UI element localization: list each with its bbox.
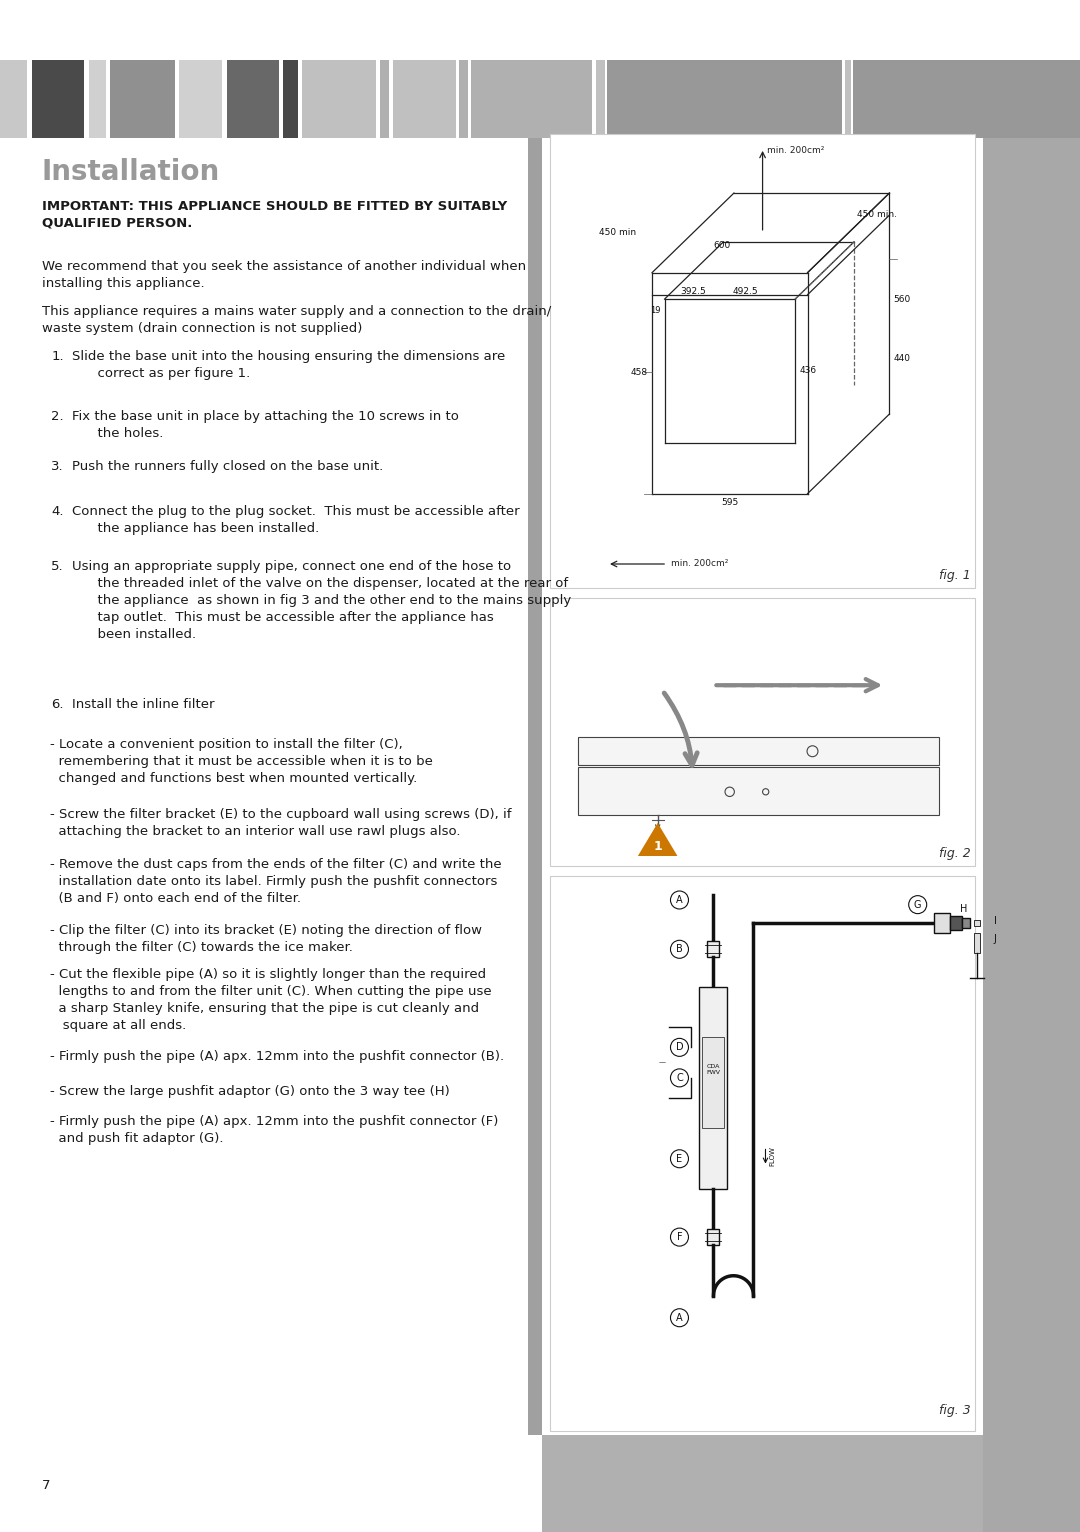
Circle shape: [671, 1308, 688, 1327]
Text: - Locate a convenient position to install the filter (C),
  remembering that it : - Locate a convenient position to instal…: [50, 738, 433, 784]
Text: FLOW: FLOW: [769, 1146, 775, 1166]
Bar: [949, 916, 961, 930]
Bar: [934, 913, 949, 933]
Bar: [302, 60, 376, 138]
Text: - Screw the large pushfit adaptor (G) onto the 3 way tee (H): - Screw the large pushfit adaptor (G) on…: [50, 1085, 449, 1098]
Text: Connect the plug to the plug socket.  This must be accessible after
      the ap: Connect the plug to the plug socket. Thi…: [72, 506, 519, 535]
Bar: [542, 1435, 983, 1532]
Bar: [110, 60, 175, 138]
Bar: [845, 60, 851, 138]
Polygon shape: [638, 823, 677, 856]
Text: 1.: 1.: [52, 349, 64, 363]
Text: 595: 595: [721, 498, 739, 507]
Circle shape: [671, 941, 688, 959]
Text: D: D: [676, 1042, 684, 1052]
Text: - Clip the filter (C) into its bracket (E) noting the direction of flow
  throug: - Clip the filter (C) into its bracket (…: [50, 924, 482, 954]
Text: - Firmly push the pipe (A) apx. 12mm into the pushfit connector (B).: - Firmly push the pipe (A) apx. 12mm int…: [50, 1049, 504, 1063]
Bar: [853, 60, 1080, 138]
Text: E: E: [676, 1154, 683, 1164]
Text: 440: 440: [893, 354, 910, 363]
Text: B: B: [676, 944, 683, 954]
Bar: [459, 60, 468, 138]
Text: 600: 600: [713, 241, 730, 250]
Text: A: A: [676, 1313, 683, 1322]
Text: A: A: [676, 895, 683, 905]
Bar: [579, 768, 939, 815]
Bar: [961, 918, 970, 928]
Circle shape: [671, 892, 688, 908]
Text: This appliance requires a mains water supply and a connection to the drain/
wast: This appliance requires a mains water su…: [42, 305, 551, 336]
Bar: [707, 941, 719, 958]
Text: 4.: 4.: [52, 506, 64, 518]
Circle shape: [671, 1149, 688, 1167]
Text: 458: 458: [631, 368, 648, 377]
Text: 7: 7: [42, 1478, 51, 1492]
Text: Fix the base unit in place by attaching the 10 screws in to
      the holes.: Fix the base unit in place by attaching …: [72, 411, 459, 440]
Text: fig. 1: fig. 1: [940, 568, 971, 582]
Bar: [702, 1037, 725, 1129]
Bar: [550, 133, 975, 588]
Circle shape: [671, 1039, 688, 1057]
Bar: [393, 60, 456, 138]
Bar: [471, 60, 592, 138]
Bar: [974, 919, 980, 925]
Bar: [550, 597, 975, 866]
Text: 2.: 2.: [52, 411, 64, 423]
Bar: [380, 60, 389, 138]
Text: Using an appropriate supply pipe, connect one end of the hose to
      the threa: Using an appropriate supply pipe, connec…: [72, 561, 571, 640]
Bar: [227, 60, 279, 138]
Text: Slide the base unit into the housing ensuring the dimensions are
      correct a: Slide the base unit into the housing ens…: [72, 349, 505, 380]
Text: 1: 1: [653, 841, 662, 853]
Bar: [983, 138, 1080, 1532]
Text: We recommend that you seek the assistance of another individual when
installing : We recommend that you seek the assistanc…: [42, 260, 526, 290]
Text: Push the runners fully closed on the base unit.: Push the runners fully closed on the bas…: [72, 460, 383, 473]
Text: CDA
FWV: CDA FWV: [706, 1063, 720, 1074]
Text: 492.5: 492.5: [732, 286, 758, 296]
Text: 6.: 6.: [52, 699, 64, 711]
Text: min. 200cm²: min. 200cm²: [671, 559, 729, 568]
Text: - Cut the flexible pipe (A) so it is slightly longer than the required
  lengths: - Cut the flexible pipe (A) so it is sli…: [50, 968, 491, 1033]
Bar: [596, 60, 605, 138]
Bar: [579, 737, 939, 764]
Text: Installation: Installation: [42, 158, 220, 185]
Text: I: I: [994, 916, 997, 925]
Text: fig. 3: fig. 3: [940, 1403, 971, 1417]
Bar: [283, 60, 298, 138]
Text: J: J: [994, 933, 997, 944]
Bar: [974, 933, 980, 953]
Text: C: C: [676, 1072, 683, 1083]
Text: 19: 19: [650, 306, 661, 316]
Bar: [550, 876, 975, 1431]
Text: min. 200cm²: min. 200cm²: [767, 146, 824, 155]
Text: 5.: 5.: [52, 561, 64, 573]
Text: 436: 436: [799, 366, 816, 375]
Circle shape: [908, 896, 927, 913]
Bar: [89, 60, 106, 138]
Circle shape: [671, 1229, 688, 1246]
Text: 560: 560: [893, 294, 910, 303]
Text: F: F: [677, 1232, 683, 1242]
Text: - Screw the filter bracket (E) to the cupboard wall using screws (D), if
  attac: - Screw the filter bracket (E) to the cu…: [50, 807, 512, 838]
Bar: [32, 60, 84, 138]
Text: —: —: [659, 1060, 665, 1066]
Text: fig. 2: fig. 2: [940, 847, 971, 859]
Text: 450 min.: 450 min.: [856, 210, 896, 219]
Text: 392.5: 392.5: [680, 286, 706, 296]
Text: H: H: [960, 904, 968, 913]
Text: G: G: [914, 899, 921, 910]
Text: - Firmly push the pipe (A) apx. 12mm into the pushfit connector (F)
  and push f: - Firmly push the pipe (A) apx. 12mm int…: [50, 1115, 498, 1144]
Bar: [700, 987, 728, 1189]
Bar: [179, 60, 222, 138]
Text: IMPORTANT: THIS APPLIANCE SHOULD BE FITTED BY SUITABLY
QUALIFIED PERSON.: IMPORTANT: THIS APPLIANCE SHOULD BE FITT…: [42, 201, 508, 230]
Text: - Remove the dust caps from the ends of the filter (C) and write the
  installat: - Remove the dust caps from the ends of …: [50, 858, 501, 905]
Bar: [607, 60, 842, 138]
Bar: [0, 60, 27, 138]
Text: 450 min: 450 min: [598, 228, 636, 237]
Text: Install the inline filter: Install the inline filter: [72, 699, 215, 711]
Bar: [707, 1229, 719, 1246]
Bar: [528, 138, 542, 1435]
Circle shape: [671, 1069, 688, 1086]
Text: 3.: 3.: [52, 460, 64, 473]
